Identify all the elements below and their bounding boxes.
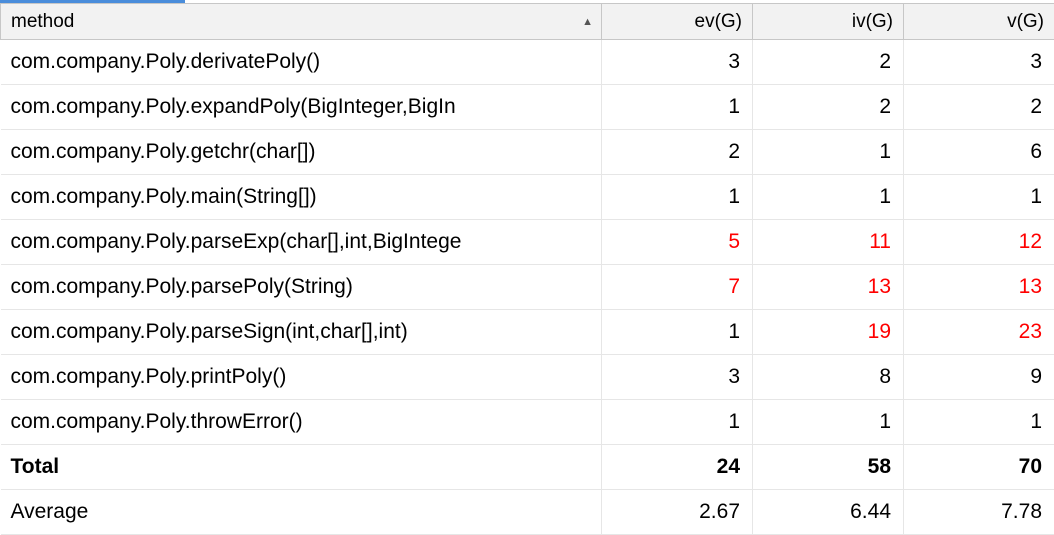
column-header-method[interactable]: method ▲ [1, 4, 602, 40]
cell-iv: 1 [753, 130, 904, 175]
metrics-table-container: method ▲ ev(G) iv(G) v(G) com.company.Po… [0, 0, 1054, 535]
table-row[interactable]: com.company.Poly.main(String[])111 [1, 175, 1054, 220]
table-row[interactable]: com.company.Poly.throwError()111 [1, 400, 1054, 445]
table-row[interactable]: com.company.Poly.expandPoly(BigInteger,B… [1, 85, 1054, 130]
column-header-label: v(G) [1007, 11, 1044, 32]
sort-asc-icon: ▲ [582, 16, 593, 28]
cell-method: com.company.Poly.parseSign(int,char[],in… [1, 310, 602, 355]
cell-iv: 8 [753, 355, 904, 400]
cell-ev: 1 [602, 175, 753, 220]
cell-method: com.company.Poly.parseExp(char[],int,Big… [1, 220, 602, 265]
cell-iv: 11 [753, 220, 904, 265]
cell-label: Total [1, 445, 602, 490]
table-row-total[interactable]: Total245870 [1, 445, 1054, 490]
cell-method: com.company.Poly.main(String[]) [1, 175, 602, 220]
cell-v: 13 [904, 265, 1054, 310]
cell-ev: 7 [602, 265, 753, 310]
cell-v: 70 [904, 445, 1054, 490]
table-header: method ▲ ev(G) iv(G) v(G) [1, 4, 1054, 40]
column-header-label: iv(G) [852, 11, 893, 32]
cell-method: com.company.Poly.getchr(char[]) [1, 130, 602, 175]
cell-v: 6 [904, 130, 1054, 175]
column-header-iv[interactable]: iv(G) [753, 4, 904, 40]
cell-ev: 3 [602, 355, 753, 400]
cell-v: 2 [904, 85, 1054, 130]
cell-method: com.company.Poly.printPoly() [1, 355, 602, 400]
cell-method: com.company.Poly.throwError() [1, 400, 602, 445]
cell-v: 12 [904, 220, 1054, 265]
cell-iv: 1 [753, 400, 904, 445]
cell-v: 3 [904, 40, 1054, 85]
table-body: com.company.Poly.derivatePoly()323com.co… [1, 40, 1054, 535]
cell-iv: 19 [753, 310, 904, 355]
cell-iv: 58 [753, 445, 904, 490]
column-header-label: ev(G) [695, 11, 743, 32]
cell-v: 1 [904, 400, 1054, 445]
metrics-table: method ▲ ev(G) iv(G) v(G) com.company.Po… [0, 3, 1054, 535]
table-row[interactable]: com.company.Poly.parsePoly(String)71313 [1, 265, 1054, 310]
column-header-v[interactable]: v(G) [904, 4, 1054, 40]
cell-v: 23 [904, 310, 1054, 355]
cell-ev: 5 [602, 220, 753, 265]
table-row[interactable]: com.company.Poly.getchr(char[])216 [1, 130, 1054, 175]
cell-v: 9 [904, 355, 1054, 400]
cell-method: com.company.Poly.expandPoly(BigInteger,B… [1, 85, 602, 130]
table-row[interactable]: com.company.Poly.parseSign(int,char[],in… [1, 310, 1054, 355]
cell-v: 1 [904, 175, 1054, 220]
cell-iv: 13 [753, 265, 904, 310]
cell-ev: 1 [602, 310, 753, 355]
column-header-ev[interactable]: ev(G) [602, 4, 753, 40]
cell-method: com.company.Poly.parsePoly(String) [1, 265, 602, 310]
cell-iv: 2 [753, 40, 904, 85]
cell-ev: 24 [602, 445, 753, 490]
cell-iv: 2 [753, 85, 904, 130]
cell-ev: 2 [602, 130, 753, 175]
cell-ev: 3 [602, 40, 753, 85]
cell-ev: 1 [602, 85, 753, 130]
cell-ev: 1 [602, 400, 753, 445]
cell-iv: 1 [753, 175, 904, 220]
cell-method: com.company.Poly.derivatePoly() [1, 40, 602, 85]
table-row[interactable]: com.company.Poly.printPoly()389 [1, 355, 1054, 400]
table-row[interactable]: com.company.Poly.derivatePoly()323 [1, 40, 1054, 85]
column-header-label: method [11, 11, 74, 32]
table-row[interactable]: com.company.Poly.parseExp(char[],int,Big… [1, 220, 1054, 265]
